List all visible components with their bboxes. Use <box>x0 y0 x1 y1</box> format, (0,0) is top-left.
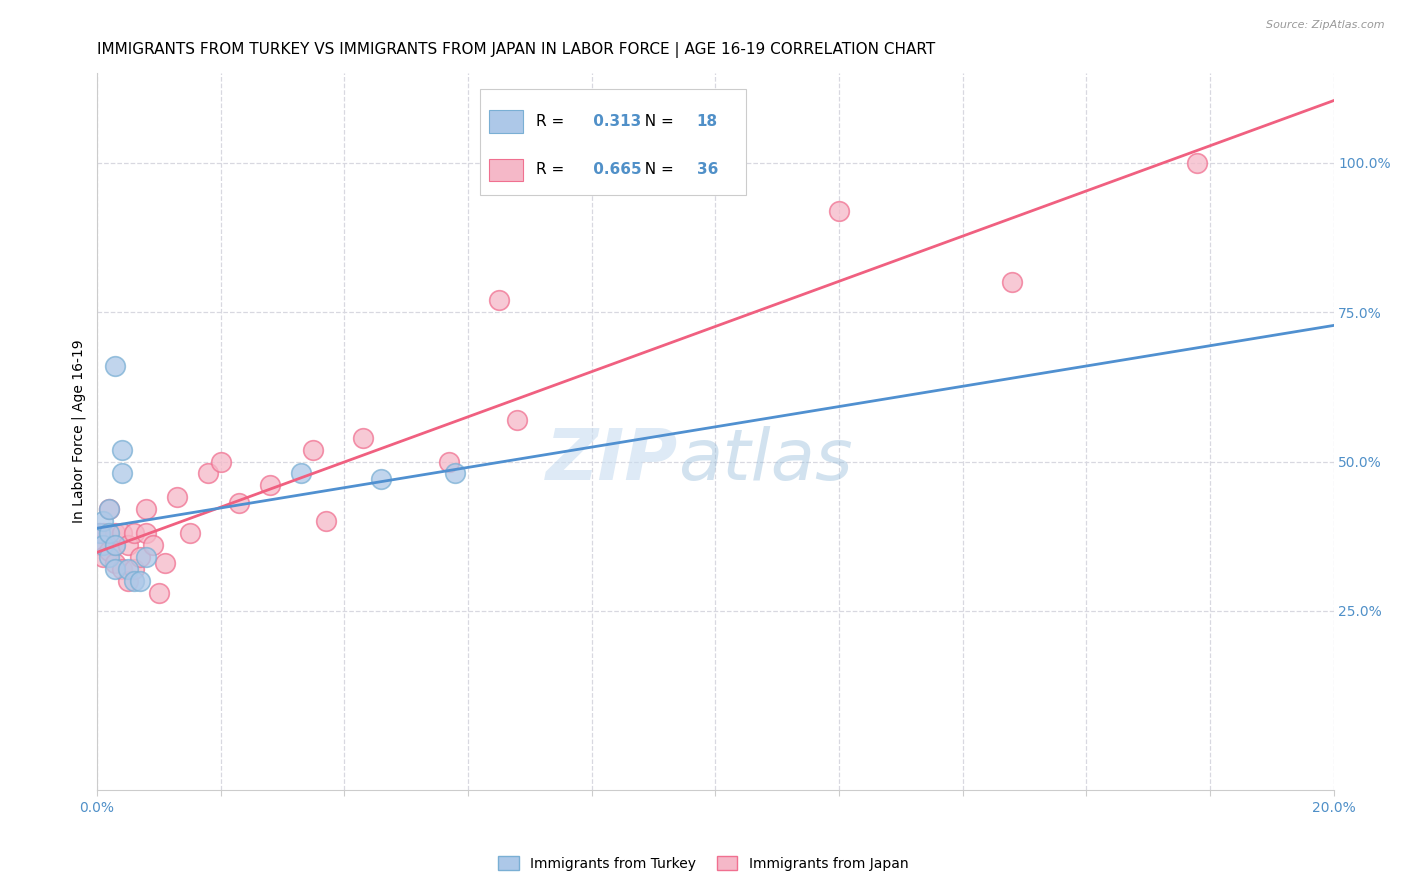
Point <box>98 544 121 558</box>
Point <box>104 526 127 541</box>
Point <box>315 514 337 528</box>
Point <box>209 454 232 468</box>
Point <box>129 550 152 565</box>
Point <box>122 574 145 588</box>
Text: Source: ZipAtlas.com: Source: ZipAtlas.com <box>1267 20 1385 29</box>
Text: IMMIGRANTS FROM TURKEY VS IMMIGRANTS FROM JAPAN IN LABOR FORCE | AGE 16-19 CORRE: IMMIGRANTS FROM TURKEY VS IMMIGRANTS FRO… <box>97 42 935 58</box>
Text: ZIP: ZIP <box>546 425 678 495</box>
Text: 36: 36 <box>696 162 718 178</box>
Point <box>98 526 121 541</box>
Point <box>444 467 467 481</box>
Point <box>1187 156 1209 170</box>
Point <box>104 556 127 570</box>
Point <box>828 203 851 218</box>
Legend: Immigrants from Turkey, Immigrants from Japan: Immigrants from Turkey, Immigrants from … <box>492 850 914 876</box>
Point <box>104 359 127 373</box>
Point <box>98 502 121 516</box>
Point <box>197 467 219 481</box>
Point <box>104 538 127 552</box>
Point <box>117 538 139 552</box>
Text: N =: N = <box>634 114 679 128</box>
Point <box>122 562 145 576</box>
Point <box>135 526 157 541</box>
Point <box>110 562 132 576</box>
Point <box>166 491 188 505</box>
Point <box>110 526 132 541</box>
Text: N =: N = <box>634 162 679 178</box>
Point <box>89 538 111 552</box>
FancyBboxPatch shape <box>489 159 523 181</box>
Text: 0.313: 0.313 <box>588 114 641 128</box>
Y-axis label: In Labor Force | Age 16-19: In Labor Force | Age 16-19 <box>72 340 86 524</box>
Point <box>370 473 392 487</box>
Point <box>302 442 325 457</box>
Point <box>1001 275 1024 289</box>
Point <box>228 496 250 510</box>
Point <box>91 550 114 565</box>
Point <box>141 538 163 552</box>
Point <box>439 454 461 468</box>
Point <box>104 538 127 552</box>
Point <box>135 502 157 516</box>
Point <box>91 538 114 552</box>
Point <box>153 556 176 570</box>
Text: atlas: atlas <box>678 425 852 495</box>
Point <box>98 550 121 565</box>
Point <box>488 293 510 308</box>
Point <box>110 467 132 481</box>
FancyBboxPatch shape <box>489 110 523 133</box>
Point <box>89 526 111 541</box>
Point <box>259 478 281 492</box>
Point <box>290 467 312 481</box>
Text: R =: R = <box>536 162 569 178</box>
Point <box>91 514 114 528</box>
Point <box>352 431 374 445</box>
Text: 0.665: 0.665 <box>588 162 641 178</box>
Point <box>104 562 127 576</box>
Text: 18: 18 <box>696 114 717 128</box>
Point <box>506 413 529 427</box>
Point <box>87 526 110 541</box>
Point <box>110 442 132 457</box>
Point <box>117 574 139 588</box>
FancyBboxPatch shape <box>481 89 747 195</box>
Point <box>179 526 201 541</box>
Point <box>135 550 157 565</box>
Point <box>122 526 145 541</box>
Point <box>129 574 152 588</box>
Point <box>117 562 139 576</box>
Text: R =: R = <box>536 114 569 128</box>
Point <box>91 526 114 541</box>
Point <box>148 586 170 600</box>
Point <box>98 502 121 516</box>
